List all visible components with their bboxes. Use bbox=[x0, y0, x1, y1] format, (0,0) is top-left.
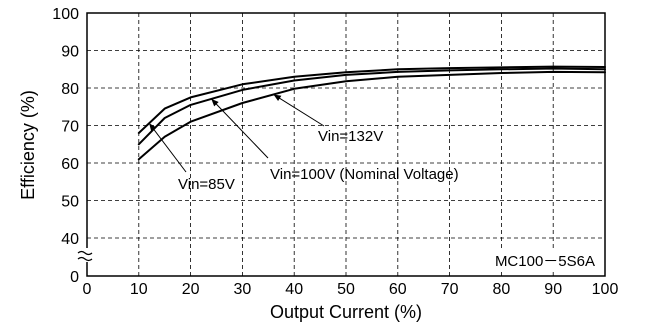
plot-frame bbox=[86, 12, 606, 277]
x-tick-label: 50 bbox=[337, 281, 355, 298]
y-tick-label: 50 bbox=[61, 194, 79, 211]
y-tick-label: 80 bbox=[61, 81, 79, 98]
x-axis-title: Output Current (%) bbox=[270, 302, 422, 322]
series-line-2 bbox=[137, 70, 606, 161]
arrow-vin-85v bbox=[148, 122, 187, 173]
label-vin-85v: Vin=85V bbox=[178, 176, 235, 193]
x-tick-label: 80 bbox=[493, 281, 511, 298]
x-tick-label: 30 bbox=[234, 281, 252, 298]
series-annotations: Vin=85V Vin=100V (Nominal Voltage) Vin=1… bbox=[178, 128, 459, 193]
arrow-vin-100v bbox=[210, 98, 269, 159]
y-axis-title: Efficiency (%) bbox=[18, 90, 38, 200]
label-vin-100v: Vin=100V (Nominal Voltage) bbox=[270, 166, 459, 183]
x-tick-label: 100 bbox=[592, 281, 619, 298]
x-tick-label: 40 bbox=[285, 281, 303, 298]
y-tick-label: 70 bbox=[61, 119, 79, 136]
annotation-arrows bbox=[148, 94, 325, 173]
series-line-0 bbox=[137, 65, 606, 134]
series-line-1 bbox=[137, 67, 606, 146]
model-label-background bbox=[474, 250, 596, 270]
x-tick-label: 70 bbox=[441, 281, 459, 298]
x-tick-label: 10 bbox=[130, 281, 148, 298]
x-tick-label: 60 bbox=[389, 281, 407, 298]
y-tick-labels: 0 40 50 60 70 80 90 100 bbox=[52, 6, 79, 286]
y-tick-label: 90 bbox=[61, 44, 79, 61]
axis-break-marker bbox=[77, 248, 93, 262]
arrow-vin-132v bbox=[273, 94, 325, 127]
x-tick-label: 20 bbox=[182, 281, 200, 298]
x-tick-label: 0 bbox=[83, 281, 92, 298]
model-label: MC100－5S6A bbox=[495, 253, 595, 270]
label-vin-132v: Vin=132V bbox=[318, 128, 383, 145]
x-tick-label: 90 bbox=[544, 281, 562, 298]
y-tick-label: 0 bbox=[70, 269, 79, 286]
grid bbox=[87, 13, 605, 276]
x-tick-labels: 0 10 20 30 40 50 60 70 80 90 100 bbox=[83, 281, 619, 298]
y-tick-label: 40 bbox=[61, 231, 79, 248]
y-tick-label: 100 bbox=[52, 6, 79, 23]
y-tick-label: 60 bbox=[61, 156, 79, 173]
series-lines bbox=[137, 65, 606, 161]
